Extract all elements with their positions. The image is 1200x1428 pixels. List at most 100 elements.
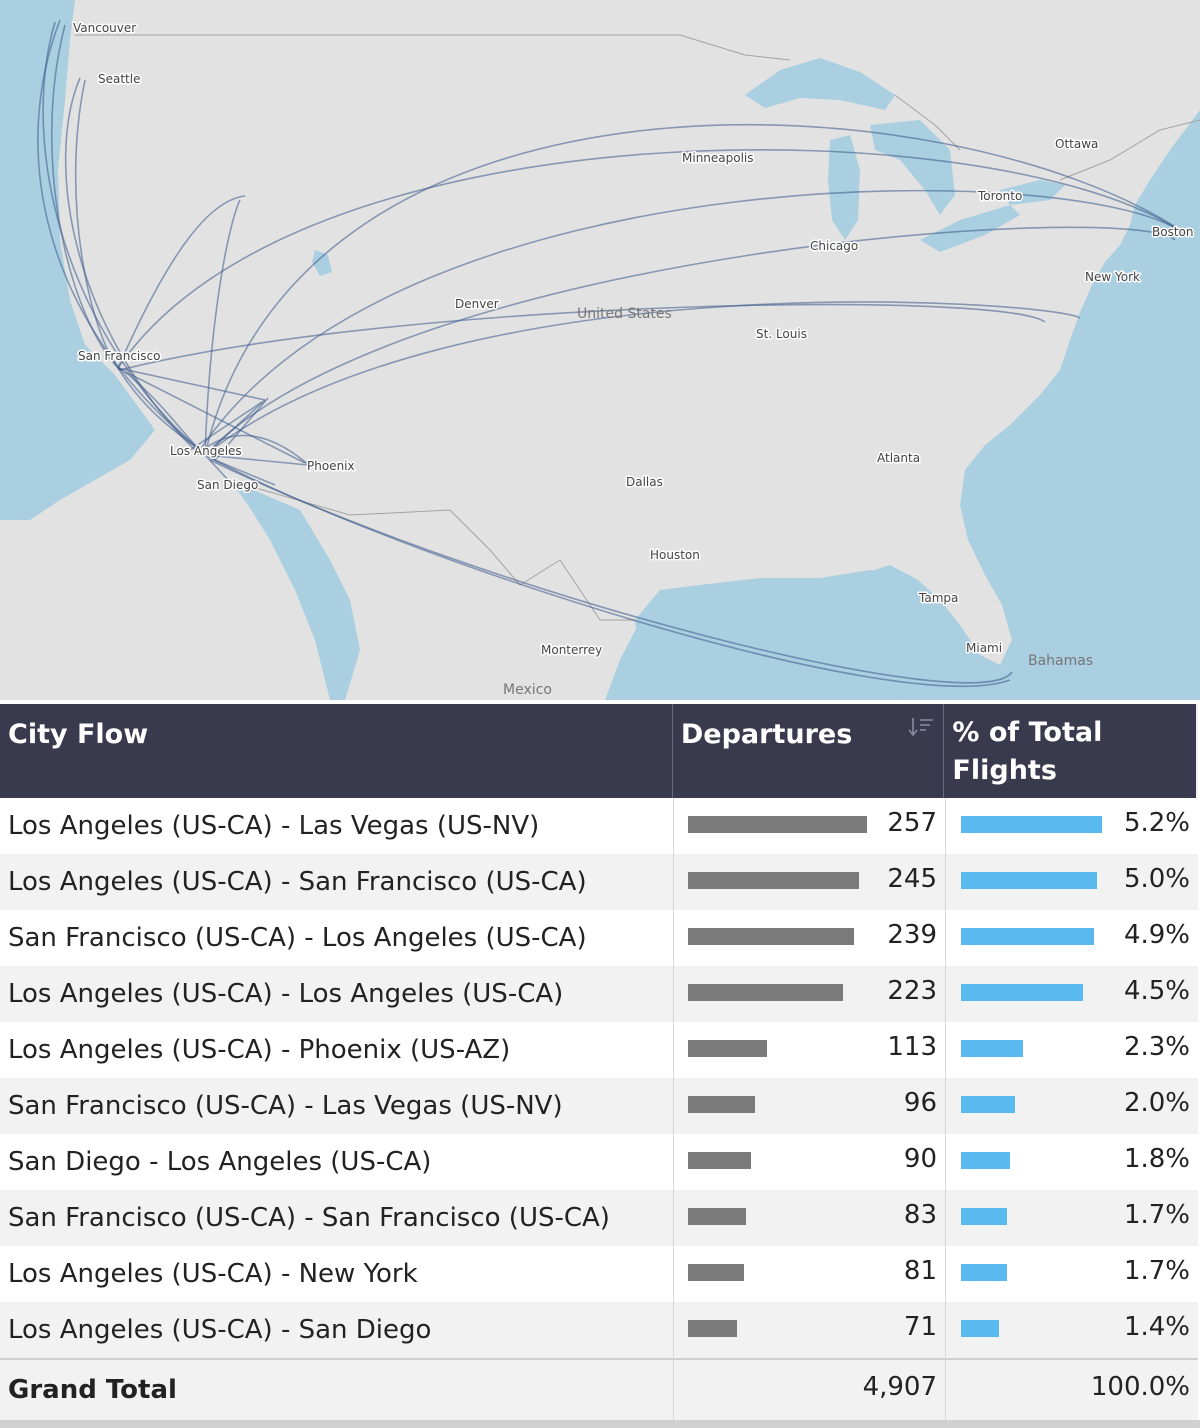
grand-total-row: Grand Total 4,907 100.0% — [0, 1358, 1198, 1420]
horizontal-scrollbar[interactable] — [0, 1420, 1200, 1428]
pct-total-value: 4.5% — [1123, 976, 1190, 1006]
country-label: United States — [577, 306, 672, 322]
lake-ontario — [1000, 180, 1065, 205]
map-canvas: United States Mexico Bahamas Vancouver S… — [0, 0, 1200, 700]
pct-total-cell: 1.7% — [945, 1246, 1198, 1302]
departures-cell: 223 — [673, 966, 945, 1022]
city-label: Dallas — [626, 475, 663, 489]
departures-bar — [688, 1320, 738, 1337]
flow-line — [204, 199, 241, 456]
city-label: St. Louis — [756, 327, 807, 341]
gulf-of-mexico — [635, 570, 955, 700]
header-pct-total[interactable]: % of Total Flights — [943, 704, 1196, 798]
city-flow-table: City Flow Departures % of Total Flights … — [0, 704, 1198, 1420]
table-body: Los Angeles (US-CA) - Las Vegas (US-NV) 2… — [0, 798, 1198, 1358]
departures-value: 239 — [887, 920, 937, 950]
departures-bar — [688, 1096, 755, 1113]
sort-descending-icon[interactable] — [907, 716, 935, 738]
departures-value: 245 — [887, 864, 937, 894]
pct-total-value: 2.3% — [1123, 1032, 1190, 1062]
pct-total-bar — [961, 928, 1094, 945]
city-label: Vancouver — [73, 21, 136, 35]
flow-line — [204, 123, 1181, 456]
table-row[interactable]: Los Angeles (US-CA) - San Diego 71 1.4% — [0, 1302, 1198, 1358]
city-label: Boston — [1152, 225, 1193, 239]
departures-bar — [688, 1152, 751, 1169]
table-row[interactable]: Los Angeles (US-CA) - Las Vegas (US-NV) 2… — [0, 798, 1198, 854]
flight-flow-map[interactable]: United States Mexico Bahamas Vancouver S… — [0, 0, 1200, 700]
pct-total-bar — [961, 1096, 1016, 1113]
table-row[interactable]: San Francisco (US-CA) - San Francisco (U… — [0, 1190, 1198, 1246]
table-row[interactable]: San Diego - Los Angeles (US-CA) 90 1.8% — [0, 1134, 1198, 1190]
departures-cell: 83 — [673, 1190, 945, 1246]
pct-total-bar — [961, 1264, 1008, 1281]
departures-cell: 245 — [673, 854, 945, 910]
departures-bar — [688, 1208, 746, 1225]
pct-total-bar — [961, 1152, 1010, 1169]
pct-total-cell: 1.7% — [945, 1190, 1198, 1246]
city-label: Miami — [966, 641, 1002, 655]
flow-line — [119, 303, 1046, 371]
country-label: Bahamas — [1028, 653, 1093, 669]
pct-total-cell: 4.5% — [945, 966, 1198, 1022]
table-row[interactable]: Los Angeles (US-CA) - New York 81 1.7% — [0, 1246, 1198, 1302]
flow-line — [117, 367, 266, 401]
header-city-flow[interactable]: City Flow — [8, 719, 149, 750]
departures-bar — [688, 984, 844, 1001]
departures-value: 83 — [903, 1200, 937, 1230]
table-row[interactable]: Los Angeles (US-CA) - Phoenix (US-AZ) 113… — [0, 1022, 1198, 1078]
city-flow-cell: Los Angeles (US-CA) - San Francisco (US-… — [8, 867, 587, 897]
pct-total-cell: 5.2% — [945, 798, 1198, 854]
city-flow-cell: San Diego - Los Angeles (US-CA) — [8, 1147, 432, 1177]
flow-line — [214, 397, 269, 461]
baja-water — [230, 480, 360, 700]
table-row[interactable]: Los Angeles (US-CA) - San Francisco (US-… — [0, 854, 1198, 910]
city-flow-cell: San Francisco (US-CA) - San Francisco (U… — [8, 1203, 610, 1233]
pct-total-cell: 1.8% — [945, 1134, 1198, 1190]
city-label: New York — [1085, 270, 1140, 284]
city-label: Toronto — [977, 189, 1022, 203]
city-flow-cell: Los Angeles (US-CA) - San Diego — [8, 1315, 432, 1345]
pct-total-cell: 5.0% — [945, 854, 1198, 910]
grand-total-pct-cell: 100.0% — [945, 1360, 1198, 1420]
city-label: Monterrey — [541, 643, 602, 657]
departures-value: 71 — [903, 1312, 937, 1342]
departures-value: 223 — [887, 976, 937, 1006]
city-label: Tampa — [918, 591, 958, 605]
flow-line — [50, 24, 121, 371]
pct-total-bar — [961, 1208, 1008, 1225]
flow-line — [199, 189, 1186, 451]
departures-value: 81 — [903, 1256, 937, 1286]
city-flow-cell: Los Angeles (US-CA) - Phoenix (US-AZ) — [8, 1035, 511, 1065]
table-row[interactable]: Los Angeles (US-CA) - Los Angeles (US-CA… — [0, 966, 1198, 1022]
lake-erie — [920, 205, 1020, 252]
city-label: Ottawa — [1055, 137, 1098, 151]
city-label: Chicago — [810, 239, 858, 253]
lake-michigan — [828, 135, 860, 240]
country-label: Mexico — [503, 682, 552, 698]
pct-total-cell: 2.0% — [945, 1078, 1198, 1134]
departures-value: 257 — [887, 808, 937, 838]
pct-total-value: 2.0% — [1123, 1088, 1190, 1118]
grand-total-departures: 4,907 — [862, 1372, 937, 1402]
flow-lines — [37, 19, 1186, 688]
header-departures[interactable]: Departures — [671, 704, 944, 798]
us-canada-border — [75, 34, 1200, 181]
departures-bar — [688, 1040, 767, 1057]
lake-superior — [745, 58, 895, 110]
city-flow-cell: San Francisco (US-CA) - Las Vegas (US-NV… — [8, 1091, 563, 1121]
city-label: Los Angeles — [170, 444, 242, 458]
departures-cell: 71 — [673, 1302, 945, 1358]
flow-line — [189, 401, 263, 451]
pct-total-value: 1.4% — [1123, 1312, 1190, 1342]
pct-total-value: 1.8% — [1123, 1144, 1190, 1174]
great-salt-lake — [312, 250, 332, 276]
pct-total-value: 5.2% — [1123, 808, 1190, 838]
city-flow-cell: San Francisco (US-CA) - Los Angeles (US-… — [8, 923, 587, 953]
city-label: Seattle — [98, 72, 140, 86]
grand-total-departures-cell: 4,907 — [673, 1360, 945, 1420]
table-row[interactable]: San Francisco (US-CA) - Los Angeles (US-… — [0, 910, 1198, 966]
table-row[interactable]: San Francisco (US-CA) - Las Vegas (US-NV… — [0, 1078, 1198, 1134]
flow-line — [204, 454, 309, 466]
city-label: Houston — [650, 548, 700, 562]
